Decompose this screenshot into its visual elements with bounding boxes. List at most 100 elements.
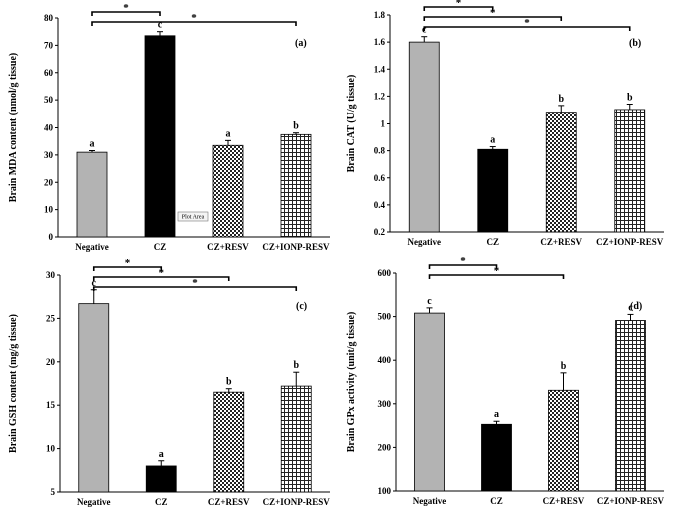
significance-bracket	[423, 16, 563, 21]
y-tick-label: 100	[378, 486, 392, 496]
y-axis-title: Brain CAT (U/g tissue)	[346, 75, 357, 173]
significance-letter: c	[158, 20, 163, 31]
x-tick-label: CZ	[154, 242, 167, 252]
x-tick-label: Negative	[77, 497, 111, 507]
y-tick-label: 10	[46, 444, 56, 454]
x-tick-label: CZ+IONP-RESV	[262, 242, 330, 252]
y-tick-label: 0.4	[374, 200, 386, 210]
bar-cz-resv	[213, 391, 245, 493]
significance-star: *	[494, 265, 500, 277]
chart-panel-d: 100 200 300 400 500 600 Brain GPx activity (un…	[346, 255, 665, 506]
y-tick-label: 70	[44, 40, 54, 50]
y-tick-label: 10	[44, 205, 54, 215]
significance-star: *	[456, 0, 462, 9]
chart-panel-c: 5 10 15 20 25 30 Brain GSH content (mg/g tissu…	[8, 257, 330, 507]
y-tick-label: 30	[44, 150, 54, 160]
significance-letter: a	[226, 128, 231, 139]
significance-star: *	[460, 255, 466, 267]
significance-letter: b	[293, 360, 299, 371]
y-tick-label: 400	[378, 355, 392, 365]
x-tick-label: CZ+RESV	[540, 237, 582, 247]
y-tick-label: 1.2	[374, 91, 386, 101]
x-tick-label: CZ	[155, 497, 168, 507]
bar-cz-resv	[212, 144, 244, 238]
bar-cz	[481, 423, 512, 492]
y-tick-label: 20	[44, 177, 54, 187]
significance-letter: a	[90, 138, 95, 149]
bar-cz	[145, 465, 177, 493]
y-axis-title: Brain GSH content (mg/g tissue)	[8, 314, 19, 453]
significance-letter: a	[494, 409, 499, 420]
plot-area-tooltip-text: Plot Area	[182, 215, 205, 221]
x-tick-label: Negative	[408, 237, 442, 247]
significance-letter: b	[558, 94, 564, 105]
y-tick-label: 1.6	[374, 37, 386, 47]
bar-cz	[144, 35, 176, 238]
bar-negative	[408, 41, 440, 233]
y-tick-label: 80	[44, 13, 54, 23]
panel-label: (b)	[629, 38, 641, 49]
y-tick-label: 50	[44, 95, 54, 105]
bar-negative	[76, 151, 108, 238]
x-tick-label: CZ+RESV	[543, 496, 585, 506]
y-axis-title: Brain GPx activity (unit/g tissue)	[346, 312, 357, 453]
significance-bracket	[428, 264, 498, 269]
bar-cz-resv	[545, 112, 577, 233]
panel-label: (d)	[630, 301, 642, 312]
y-tick-label: 5	[51, 487, 56, 497]
significance-letter: b	[561, 361, 567, 372]
bar-negative	[414, 312, 445, 492]
y-tick-label: 300	[378, 399, 392, 409]
x-tick-label: Negative	[75, 242, 109, 252]
bar-cz-ionp-resv	[280, 385, 312, 493]
significance-bracket	[423, 6, 494, 11]
x-tick-label: CZ+IONP-RESV	[263, 497, 331, 507]
y-tick-label: 600	[378, 268, 392, 278]
x-tick-label: Negative	[413, 496, 447, 506]
significance-star: *	[125, 257, 131, 269]
significance-bracket	[428, 274, 565, 279]
x-tick-label: CZ	[486, 237, 499, 247]
x-tick-label: CZ+IONP-RESV	[596, 237, 664, 247]
y-tick-label: 1	[381, 119, 386, 129]
significance-star: *	[123, 2, 129, 14]
bar-cz	[477, 148, 509, 233]
significance-letter: b	[226, 377, 232, 388]
significance-bracket	[92, 286, 298, 291]
y-tick-label: 25	[46, 313, 56, 323]
significance-letter: c	[427, 296, 432, 307]
significance-letter: b	[293, 121, 299, 132]
y-tick-label: 15	[46, 400, 56, 410]
chart-panel-b: 0.2 0.4 0.6 0.8 1 1.2 1.4 1.6 1.8 Brain CAT (U/g …	[346, 0, 664, 247]
significance-bracket	[423, 26, 631, 31]
significance-star: *	[490, 7, 496, 19]
significance-letter: a	[490, 135, 495, 146]
y-tick-label: 0.8	[374, 146, 386, 156]
significance-bracket	[92, 266, 163, 271]
y-tick-label: 30	[46, 270, 56, 280]
bar-cz-ionp-resv	[614, 109, 646, 233]
significance-star: *	[524, 17, 530, 29]
significance-bracket	[91, 11, 161, 16]
significance-star: *	[191, 12, 197, 24]
y-tick-label: 200	[378, 442, 392, 452]
plot-area-tooltip	[177, 211, 209, 222]
significance-star: *	[159, 267, 165, 279]
y-axis-title: Brain MDA content (nmol/g tissue)	[8, 53, 19, 202]
significance-letter: c	[628, 302, 633, 313]
y-tick-label: 0.2	[374, 227, 386, 237]
y-tick-label: 20	[46, 357, 56, 367]
panel-label: (c)	[296, 301, 307, 312]
significance-letter: b	[627, 93, 633, 104]
significance-letter: c	[92, 278, 97, 289]
bar-cz-ionp-resv	[280, 133, 312, 238]
y-tick-label: 500	[378, 312, 392, 322]
bar-negative	[78, 303, 110, 493]
significance-bracket	[92, 276, 230, 281]
x-tick-label: CZ+RESV	[208, 497, 250, 507]
y-tick-label: 0	[49, 232, 54, 242]
panel-label: (a)	[295, 38, 307, 49]
chart-panel-a: 0 10 20 30 40 50 60 70 80 Brain MDA content (nmol…	[8, 2, 330, 252]
y-tick-label: 60	[44, 68, 54, 78]
